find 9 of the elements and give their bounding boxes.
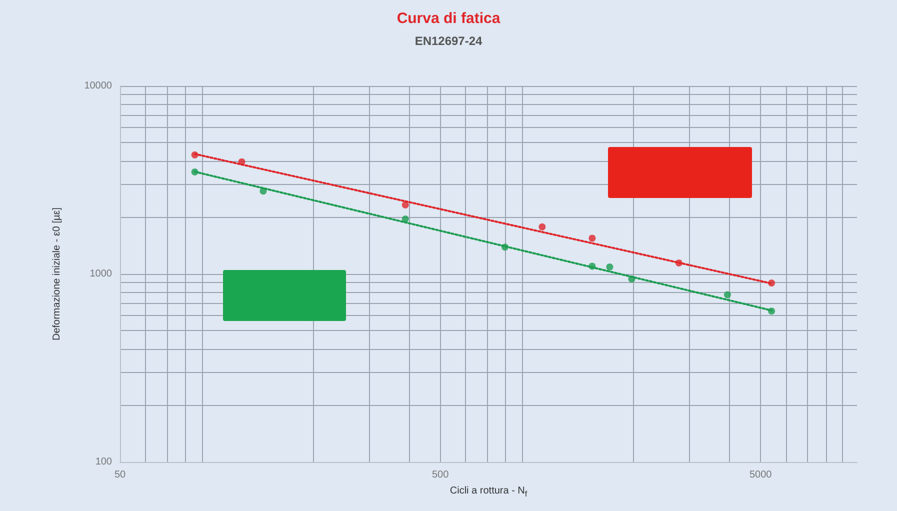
chart-title: Curva di fatica (396, 10, 501, 27)
y-tick-label: 10000 (84, 80, 112, 92)
y-tick-label: 100 (95, 456, 112, 468)
y-tick-label: 1000 (90, 268, 112, 280)
y-axis-title: Deformazione iniziale - ε0 [µε] (52, 207, 62, 341)
x-tick-label: 5000 (749, 470, 772, 480)
x-tick-label: 500 (432, 470, 450, 480)
chart-subtitle: EN12697-24 (414, 34, 483, 48)
x-tick-label: 50 (114, 470, 126, 480)
